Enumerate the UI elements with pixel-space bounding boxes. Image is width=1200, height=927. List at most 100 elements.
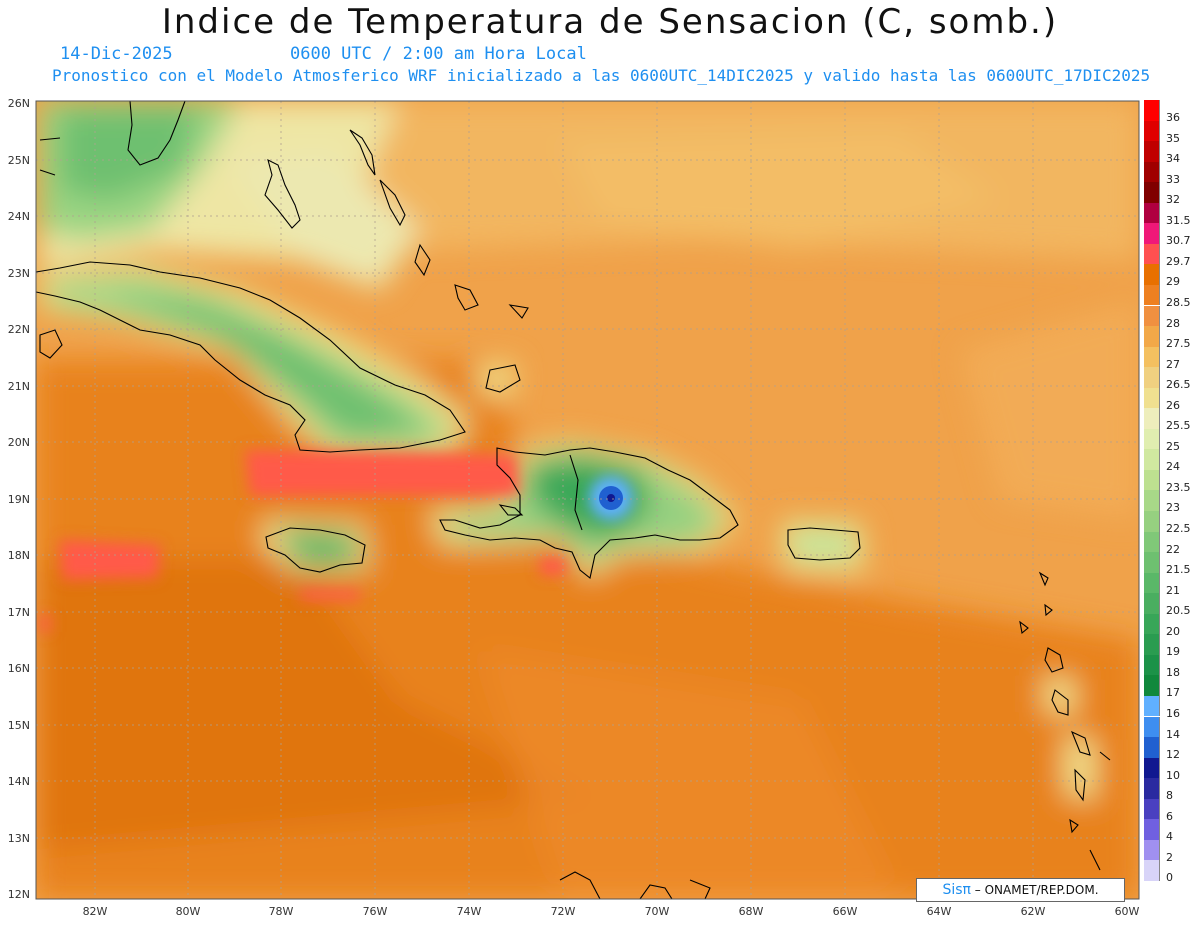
- legend-label: 10: [1166, 768, 1180, 782]
- lat-label: 23N: [7, 267, 30, 280]
- legend-label: 31.5: [1166, 213, 1191, 227]
- legend-swatch: [1144, 182, 1160, 203]
- legend-row: 18: [1144, 654, 1200, 679]
- forecast-time: 0600 UTC / 2:00 am Hora Local: [290, 44, 587, 64]
- map-title: Indice de Temperatura de Sensacion (C, s…: [161, 2, 1059, 42]
- lat-label: 24N: [7, 210, 30, 223]
- legend-swatch: [1144, 469, 1160, 491]
- legend-row: 26.5: [1144, 367, 1200, 390]
- legend-label: 29: [1166, 275, 1180, 289]
- heat-field: [36, 101, 1139, 899]
- legend-swatch: [1144, 264, 1160, 285]
- legend-row: 33: [1144, 161, 1200, 186]
- legend-row: 29.7: [1144, 243, 1200, 267]
- legend-swatch: [1144, 428, 1160, 450]
- lat-label: 20N: [7, 436, 30, 449]
- lon-label: 60W: [1114, 905, 1140, 918]
- legend-swatch: [1144, 223, 1160, 244]
- legend-swatch: [1144, 100, 1160, 121]
- legend-swatch: [1144, 675, 1160, 696]
- legend-row: 2: [1144, 839, 1200, 864]
- legend-swatch: [1144, 737, 1160, 758]
- legend-label: 17: [1166, 686, 1180, 700]
- legend-row: 22: [1144, 531, 1200, 556]
- legend-swatch: [1144, 716, 1160, 737]
- legend-row: 27.5: [1144, 326, 1200, 349]
- legend-label: 18: [1166, 665, 1180, 679]
- legend-row: 36: [1144, 100, 1200, 123]
- lat-label: 22N: [7, 323, 30, 336]
- legend-swatch: [1144, 552, 1160, 573]
- lon-label: 64W: [926, 905, 952, 918]
- legend-swatch: [1144, 141, 1160, 162]
- legend-row: 17: [1144, 675, 1200, 700]
- legend-label: 8: [1166, 789, 1173, 803]
- legend-row: 26: [1144, 387, 1200, 412]
- forecast-date: 14-Dic-2025: [60, 44, 173, 64]
- legend-label: 21: [1166, 583, 1180, 597]
- credit-box: Sisπ – ONAMET/REP.DOM.: [916, 878, 1125, 902]
- legend-row: 19: [1144, 634, 1200, 659]
- legend-label: 14: [1166, 727, 1180, 741]
- legend-swatch: [1144, 839, 1160, 861]
- legend-swatch: [1144, 490, 1160, 511]
- model-info-line: Pronostico con el Modelo Atmosferico WRF…: [52, 66, 1151, 85]
- legend-label: 21.5: [1166, 563, 1191, 577]
- lat-label: 15N: [7, 719, 30, 732]
- legend-swatch: [1144, 860, 1160, 881]
- legend-row: 14: [1144, 716, 1200, 741]
- lat-label: 19N: [7, 493, 30, 506]
- legend-swatch: [1144, 511, 1160, 532]
- coastlines: [36, 101, 1111, 899]
- legend-label: 33: [1166, 172, 1180, 186]
- legend-row: 28: [1144, 305, 1200, 330]
- legend-swatch: [1144, 613, 1160, 635]
- legend-row: 20: [1144, 613, 1200, 637]
- grid-lines: [36, 101, 1139, 899]
- legend-row: 0: [1144, 860, 1200, 883]
- lat-label: 14N: [7, 775, 30, 788]
- legend-row: 34: [1144, 141, 1200, 166]
- lon-label: 80W: [175, 905, 201, 918]
- legend-swatch: [1144, 367, 1160, 388]
- legend-row: 23.5: [1144, 469, 1200, 493]
- lat-label: 16N: [7, 662, 30, 675]
- lat-label: 26N: [7, 97, 30, 110]
- legend-row: 30.7: [1144, 223, 1200, 246]
- legend-row: 24: [1144, 449, 1200, 472]
- legend-swatch: [1144, 243, 1160, 265]
- lon-label: 72W: [550, 905, 576, 918]
- legend-label: 27: [1166, 357, 1180, 371]
- lon-label: 68W: [738, 905, 764, 918]
- legend-row: 4: [1144, 819, 1200, 842]
- legend-swatch: [1144, 284, 1160, 306]
- legend-label: 34: [1166, 152, 1180, 166]
- legend-label: 2: [1166, 850, 1173, 864]
- sis-logo-text: Sisπ: [942, 882, 971, 898]
- legend-swatch: [1144, 819, 1160, 840]
- legend-row: 6: [1144, 798, 1200, 822]
- legend-label: 32: [1166, 193, 1180, 207]
- map-frame: [35, 100, 1140, 900]
- legend-label: 26: [1166, 398, 1180, 412]
- legend-label: 23: [1166, 501, 1180, 515]
- credit-text: – ONAMET/REP.DOM.: [974, 883, 1099, 897]
- legend-label: 28: [1166, 316, 1180, 330]
- legend-label: 19: [1166, 645, 1180, 659]
- lat-label: 21N: [7, 380, 30, 393]
- lon-label: 82W: [82, 905, 108, 918]
- legend-label: 28.5: [1166, 295, 1191, 309]
- lon-label: 62W: [1020, 905, 1046, 918]
- legend-label: 22: [1166, 542, 1180, 556]
- legend-row: 8: [1144, 778, 1200, 803]
- legend-swatch: [1144, 778, 1160, 799]
- lat-label: 12N: [7, 888, 30, 901]
- legend-row: 23: [1144, 490, 1200, 515]
- legend-label: 25.5: [1166, 419, 1191, 433]
- lon-label: 70W: [644, 905, 670, 918]
- legend-label: 12: [1166, 748, 1180, 762]
- legend-row: 10: [1144, 757, 1200, 782]
- legend-row: 20.5: [1144, 593, 1200, 616]
- legend-swatch: [1144, 634, 1160, 655]
- legend-row: 21: [1144, 572, 1200, 597]
